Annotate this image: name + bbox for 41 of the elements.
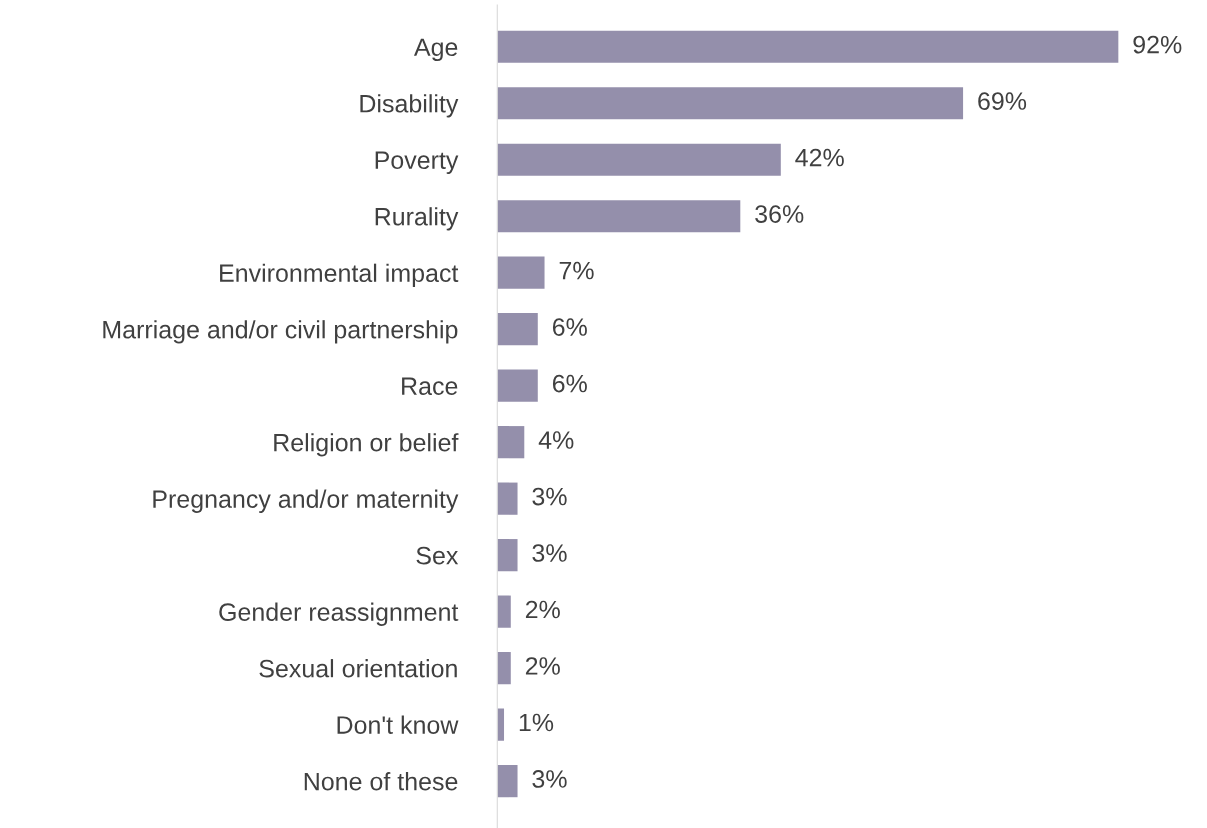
- data-label: 2%: [525, 657, 560, 675]
- bar: [497, 595, 511, 628]
- y-tick-label: Gender reassignment: [219, 602, 459, 626]
- bar: [497, 313, 538, 346]
- data-label: 7%: [559, 261, 594, 280]
- data-label: 69%: [978, 92, 1027, 110]
- bar: [497, 539, 518, 572]
- bar: [497, 426, 525, 459]
- y-tick-label: Poverty: [375, 151, 459, 174]
- data-label: 92%: [1133, 35, 1182, 54]
- bar: [497, 652, 511, 685]
- y-tick-label: Marriage and/or civil partnership: [103, 320, 458, 344]
- y-tick-label: Race: [402, 377, 458, 395]
- bar: [497, 256, 545, 289]
- y-tick-label: None of these: [304, 772, 458, 791]
- y-tick-label: Rurality: [375, 207, 459, 231]
- y-tick-label: Environmental impact: [220, 263, 459, 287]
- data-label: 6%: [552, 318, 587, 336]
- bar: [497, 482, 518, 515]
- data-label: 2%: [525, 600, 560, 619]
- y-tick-label: Sexual orientation: [259, 659, 457, 678]
- bar: [497, 87, 964, 120]
- y-tick-label: Disability: [360, 94, 459, 118]
- y-tick-label: Pregnancy and/or maternity: [153, 489, 459, 513]
- data-label: 4%: [538, 431, 574, 449]
- y-tick-label: Age: [413, 38, 458, 62]
- bar: [497, 143, 781, 176]
- data-label: 6%: [552, 374, 587, 393]
- bar: [497, 30, 1119, 63]
- data-label: 42%: [795, 148, 844, 167]
- bar: [497, 765, 518, 798]
- data-label: 3%: [532, 487, 567, 506]
- bar: [497, 369, 538, 402]
- data-label: 3%: [532, 770, 567, 788]
- y-tick-label: Sex: [416, 546, 459, 565]
- data-label: 1%: [519, 713, 554, 732]
- data-label: 36%: [755, 205, 804, 223]
- y-tick-label: Religion or belief: [274, 433, 459, 457]
- data-label: 3%: [532, 544, 567, 562]
- bar: [497, 200, 741, 233]
- y-tick-label: Don't know: [337, 715, 459, 734]
